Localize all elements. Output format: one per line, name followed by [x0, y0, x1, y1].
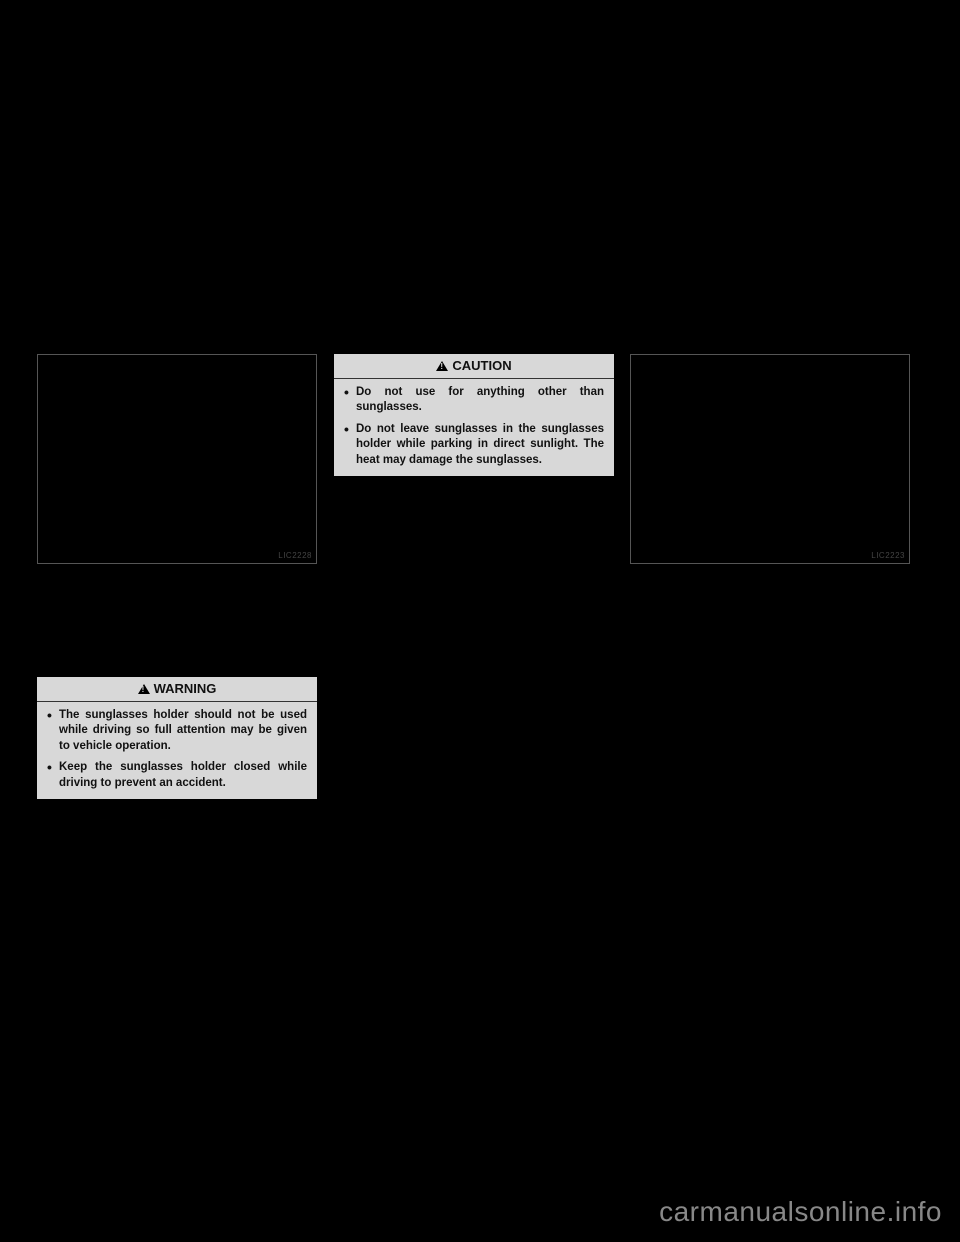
warning-box: WARNING The sunglasses holder should not…	[37, 677, 317, 799]
figure-left: LIC2228	[37, 354, 317, 564]
figure-ref-left: LIC2228	[278, 551, 312, 560]
warning-header: WARNING	[37, 677, 317, 702]
manual-page: LIC2228 LIC2223 CAUTION Do not use for a…	[0, 0, 960, 1242]
figure-right: LIC2223	[630, 354, 910, 564]
watermark-text: carmanualsonline.info	[659, 1196, 942, 1228]
caution-header: CAUTION	[334, 354, 614, 379]
warning-item: The sunglasses holder should not be used…	[47, 708, 307, 755]
caution-body: Do not use for anything other than sungl…	[334, 379, 614, 477]
caution-title: CAUTION	[452, 357, 511, 375]
warning-item: Keep the sunglasses holder closed while …	[47, 760, 307, 791]
caution-box: CAUTION Do not use for anything other th…	[334, 354, 614, 476]
warning-title: WARNING	[154, 680, 217, 698]
warning-body: The sunglasses holder should not be used…	[37, 702, 317, 800]
caution-item: Do not use for anything other than sungl…	[344, 385, 604, 416]
warning-triangle-icon	[436, 361, 448, 371]
caution-item: Do not leave sunglasses in the sun­glass…	[344, 422, 604, 469]
figure-ref-right: LIC2223	[871, 551, 905, 560]
warning-triangle-icon	[138, 684, 150, 694]
